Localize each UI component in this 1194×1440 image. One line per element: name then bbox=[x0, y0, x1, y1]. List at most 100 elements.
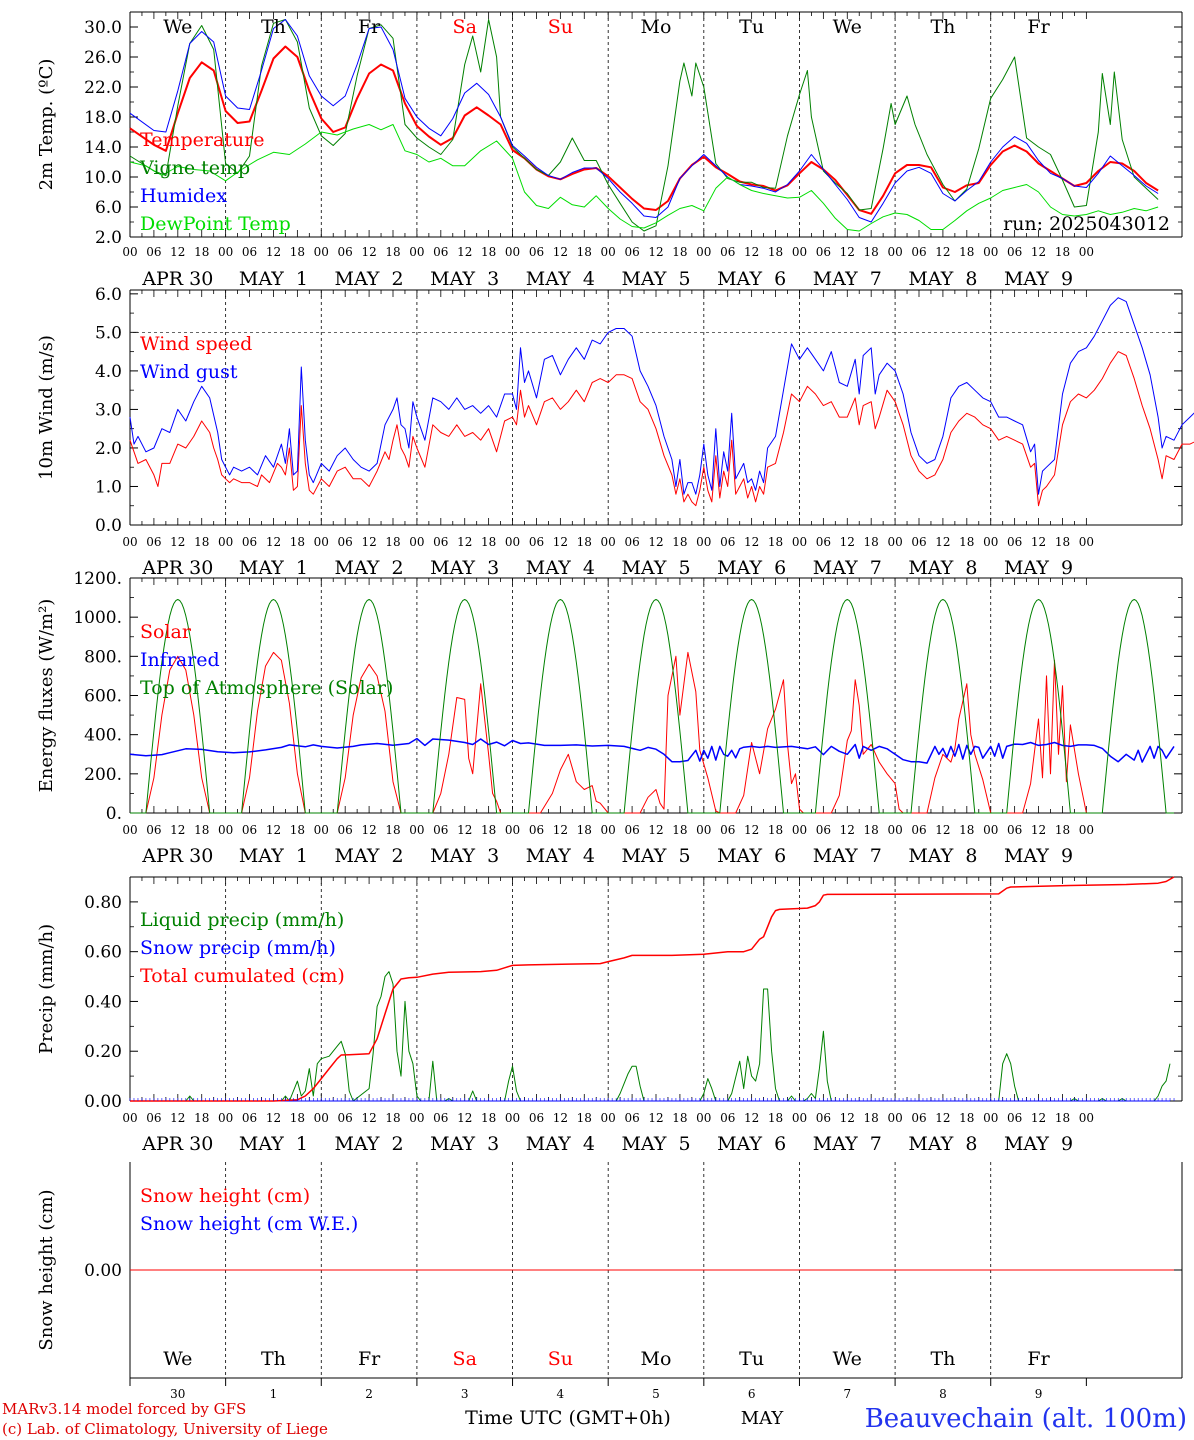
date-label: MAY 6 bbox=[717, 557, 786, 579]
day-name: Tu bbox=[739, 1348, 764, 1370]
date-label: MAY 5 bbox=[621, 268, 690, 290]
hour-tick-label: 00 bbox=[792, 1111, 807, 1125]
hour-tick-label: 18 bbox=[290, 823, 305, 837]
hour-tick-label: 12 bbox=[266, 535, 281, 549]
legend-entry: Top of Atmosphere (Solar) bbox=[140, 677, 393, 699]
hour-tick-label: 18 bbox=[385, 535, 400, 549]
hour-tick-label: 12 bbox=[744, 823, 759, 837]
legend-entry: Total cumulated (cm) bbox=[140, 965, 345, 987]
date-label: MAY 3 bbox=[430, 268, 499, 290]
date-label: APR 30 bbox=[141, 268, 213, 290]
day-name: Mo bbox=[641, 16, 672, 38]
hour-tick-label: 18 bbox=[385, 823, 400, 837]
hour-tick-label: 18 bbox=[577, 1111, 592, 1125]
date-label: MAY 2 bbox=[335, 557, 404, 579]
series-wind-gust bbox=[129, 297, 1194, 495]
hour-tick-label: 06 bbox=[1007, 1111, 1022, 1125]
y-tick-label: 0.40 bbox=[84, 992, 122, 1012]
hour-tick-label: 06 bbox=[242, 1111, 257, 1125]
date-label: APR 30 bbox=[141, 557, 213, 579]
day-name: Th bbox=[930, 16, 955, 38]
y-tick-label: 600. bbox=[84, 687, 122, 707]
date-label: MAY 4 bbox=[526, 557, 595, 579]
day-number: 6 bbox=[748, 1387, 756, 1401]
hour-tick-label: 18 bbox=[385, 1111, 400, 1125]
day-number: 8 bbox=[939, 1387, 947, 1401]
hour-tick-label: 06 bbox=[433, 1111, 448, 1125]
day-name: We bbox=[833, 1348, 862, 1370]
hour-tick-label: 18 bbox=[481, 823, 496, 837]
date-label: MAY 7 bbox=[813, 557, 882, 579]
y-tick-label: 1000. bbox=[73, 608, 122, 628]
legend-entry: Infrared bbox=[140, 649, 220, 671]
month-label: MAY bbox=[741, 1408, 785, 1429]
hour-tick-label: 06 bbox=[529, 1111, 544, 1125]
y-tick-label: 6.0 bbox=[95, 285, 122, 305]
hour-tick-label: 00 bbox=[505, 245, 520, 259]
hour-tick-label: 00 bbox=[122, 245, 137, 259]
series-vigne-temp bbox=[129, 19, 1159, 232]
hour-tick-label: 06 bbox=[624, 535, 639, 549]
hour-tick-label: 00 bbox=[314, 245, 329, 259]
hour-tick-label: 00 bbox=[887, 1111, 902, 1125]
hour-tick-label: 18 bbox=[672, 823, 687, 837]
series-solar bbox=[130, 651, 1087, 814]
y-tick-label: 800. bbox=[84, 647, 122, 667]
date-label: MAY 6 bbox=[717, 268, 786, 290]
hour-tick-label: 06 bbox=[529, 535, 544, 549]
series-humidex bbox=[129, 19, 1159, 223]
hour-tick-label: 00 bbox=[983, 1111, 998, 1125]
hour-tick-label: 06 bbox=[720, 1111, 735, 1125]
panel-temp: 00 06 12 18 00 06 12 18 00 06 12 18 00 06 12 18 00 06 12 18… bbox=[36, 11, 1183, 290]
hour-tick-label: 06 bbox=[720, 823, 735, 837]
y-tick-label: 22.0 bbox=[84, 78, 122, 98]
copyright: (c) Lab. of Climatology, University of L… bbox=[2, 1420, 328, 1438]
hour-tick-label: 06 bbox=[624, 245, 639, 259]
y-tick-label: 400. bbox=[84, 726, 122, 746]
hour-tick-label: 12 bbox=[553, 245, 568, 259]
day-name: Th bbox=[261, 1348, 286, 1370]
date-label: MAY 3 bbox=[430, 845, 499, 867]
y-tick-label: 30.0 bbox=[84, 18, 122, 38]
footer: MARv3.14 model forced by GFS (c) Lab. of… bbox=[2, 1400, 1187, 1438]
day-name: Tu bbox=[739, 16, 764, 38]
hour-tick-label: 12 bbox=[744, 535, 759, 549]
y-axis-title: Energy fluxes (W/m²) bbox=[36, 599, 57, 793]
hour-tick-label: 00 bbox=[505, 823, 520, 837]
hour-tick-label: 12 bbox=[457, 245, 472, 259]
hour-tick-label: 12 bbox=[553, 1111, 568, 1125]
hour-tick-label: 12 bbox=[170, 245, 185, 259]
y-tick-label: 0.20 bbox=[84, 1042, 122, 1062]
hour-tick-label: 06 bbox=[816, 1111, 831, 1125]
hour-tick-label: 06 bbox=[146, 823, 161, 837]
day-name: Sa bbox=[453, 16, 477, 38]
hour-tick-label: 18 bbox=[768, 1111, 783, 1125]
day-number: 30 bbox=[170, 1387, 185, 1401]
hour-tick-label: 00 bbox=[218, 1111, 233, 1125]
day-name: Fr bbox=[358, 1348, 381, 1370]
hour-tick-label: 00 bbox=[887, 535, 902, 549]
hour-tick-label: 00 bbox=[409, 823, 424, 837]
hour-tick-label: 06 bbox=[529, 823, 544, 837]
date-label: MAY 1 bbox=[239, 1133, 308, 1155]
panel-precip: 00 06 12 18 00 06 12 18 00 06 12 18 00 06 12 18 00 06 12 18… bbox=[36, 876, 1183, 1155]
hour-tick-label: 18 bbox=[768, 535, 783, 549]
hour-tick-label: 12 bbox=[266, 823, 281, 837]
hour-tick-label: 06 bbox=[146, 1111, 161, 1125]
panel-wind: 00 06 12 18 00 06 12 18 00 06 12 18 00 06 12 18 00 06 12 18… bbox=[36, 285, 1194, 579]
hour-tick-label: 00 bbox=[218, 245, 233, 259]
hour-tick-label: 12 bbox=[648, 535, 663, 549]
hour-tick-label: 18 bbox=[194, 1111, 209, 1125]
hour-tick-label: 12 bbox=[840, 245, 855, 259]
y-tick-label: 200. bbox=[84, 765, 122, 785]
hour-tick-label: 00 bbox=[314, 535, 329, 549]
day-name: Th bbox=[261, 16, 286, 38]
hour-tick-label: 12 bbox=[648, 823, 663, 837]
hour-tick-label: 18 bbox=[577, 245, 592, 259]
y-tick-label: 0. bbox=[106, 804, 122, 824]
hour-tick-label: 06 bbox=[720, 535, 735, 549]
legend-entry: Liquid precip (mm/h) bbox=[140, 909, 344, 931]
hour-tick-label: 18 bbox=[1055, 823, 1070, 837]
hour-tick-label: 18 bbox=[959, 823, 974, 837]
date-label: MAY 7 bbox=[813, 845, 882, 867]
